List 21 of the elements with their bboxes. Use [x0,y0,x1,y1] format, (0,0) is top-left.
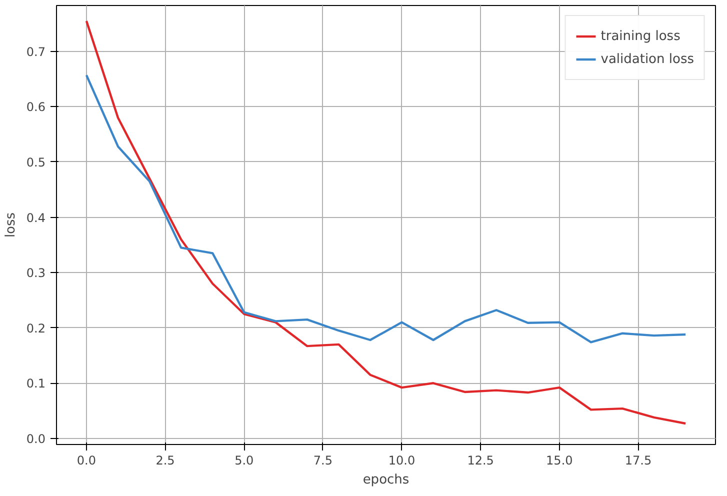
y-tick-label: 0.2 [26,321,46,336]
line-series [85,74,687,344]
x-tick-label: 2.5 [156,454,175,468]
legend-label: training loss [600,28,680,44]
y-tick-label: 0.6 [26,100,46,114]
x-tick-label: 15.0 [546,454,573,468]
y-tick-label: 0.3 [26,266,46,280]
y-tick-label: 0.4 [26,210,46,225]
x-tick-label: 7.5 [313,454,332,468]
y-axis-title: loss [3,212,18,238]
x-tick-label: 10.0 [388,454,416,468]
y-tick-label: 0.0 [26,432,46,446]
x-tick-label: 12.5 [467,454,494,468]
y-tick-label: 0.5 [26,155,46,170]
y-tick-label: 0.7 [26,44,46,59]
x-tick-label: 0.0 [76,454,96,468]
legend-label: validation loss [600,52,694,66]
x-axis-title: epochs [362,472,410,488]
x-tick-label: 17.5 [624,454,652,468]
x-tick-label: 5.0 [234,454,254,468]
y-tick-label: 0.1 [26,376,46,391]
